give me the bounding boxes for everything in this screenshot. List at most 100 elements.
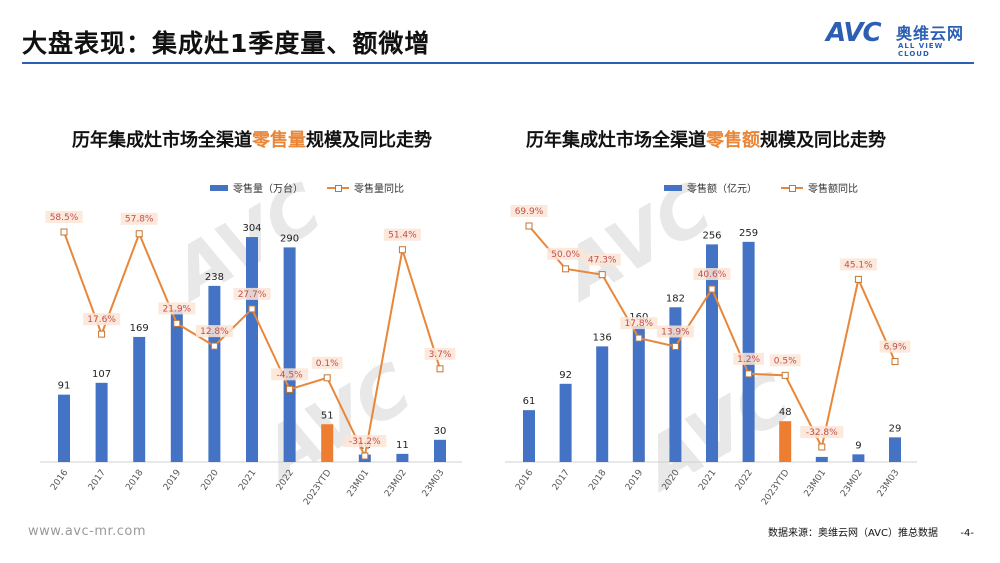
x-tick-label: 2018 — [587, 468, 608, 493]
yoy-value-label: 17.6% — [87, 315, 116, 325]
chart-title-volume: 历年集成灶市场全渠道零售量规模及同比走势 — [72, 126, 432, 152]
yoy-value-label: 57.8% — [125, 215, 154, 225]
yoy-label-bg — [195, 325, 233, 338]
x-tick-label: 2020 — [661, 468, 682, 493]
yoy-value-label: 0.1% — [316, 359, 339, 369]
yoy-value-label: 17.8% — [625, 319, 654, 329]
yoy-label-bg — [311, 356, 343, 369]
yoy-point — [781, 371, 789, 379]
bar-2021 — [706, 244, 718, 462]
yoy-value-label: -32.8% — [806, 428, 838, 438]
yoy-label-bg — [839, 258, 877, 271]
bar-2016 — [58, 394, 70, 462]
yoy-value-label: 40.6% — [698, 270, 727, 280]
yoy-label-bg — [547, 247, 585, 260]
yoy-label-bg — [424, 347, 456, 360]
legend-bar-label: 零售额（亿元） — [687, 184, 757, 195]
bar-23M02 — [852, 454, 865, 462]
bar-2023YTD — [779, 421, 792, 462]
bar-value-label: 182 — [666, 293, 685, 304]
yoy-point — [635, 334, 643, 342]
legend-line-label: 零售量同比 — [354, 184, 404, 195]
yoy-value-label: 47.3% — [588, 256, 617, 266]
chart-title-prefix: 历年集成灶市场全渠道 — [526, 130, 706, 151]
bar-2016 — [523, 410, 535, 462]
x-tick-label: 2019 — [624, 468, 645, 493]
yoy-label-bg — [343, 435, 387, 447]
yoy-point — [598, 271, 606, 279]
chart-title-prefix: 历年集成灶市场全渠道 — [72, 130, 252, 151]
yoy-point — [854, 275, 862, 283]
bar-2018 — [596, 346, 609, 462]
bar-value-label: 30 — [434, 426, 447, 437]
yoy-label-bg — [158, 302, 196, 315]
bar-value-label: 136 — [593, 332, 612, 343]
bar-23M03 — [434, 439, 446, 462]
x-tick-label: 2016 — [514, 468, 535, 493]
legend-value: 零售额（亿元） 零售额同比 — [664, 180, 858, 195]
yoy-point — [323, 374, 331, 382]
bar-value-label: 91 — [58, 381, 71, 392]
yoy-value-label: 1.2% — [737, 355, 760, 365]
avc-logo: AVC 奥维云网 ALL VIEW CLOUD — [826, 16, 976, 58]
bar-value-label: 304 — [242, 223, 261, 234]
yoy-point — [891, 358, 899, 366]
legend-bar-swatch — [210, 184, 228, 191]
yoy-label-bg — [656, 325, 694, 338]
chart-title-value: 历年集成灶市场全渠道零售额规模及同比走势 — [526, 126, 886, 152]
bar-value-label: 9 — [855, 440, 861, 451]
yoy-point — [60, 228, 68, 236]
yoy-point — [562, 265, 570, 273]
yoy-label-bg — [693, 268, 731, 281]
yoy-value-label: 50.0% — [551, 250, 580, 260]
yoy-value-label: 6.9% — [884, 343, 907, 353]
bar-23M02 — [396, 453, 409, 462]
bar-2022 — [742, 241, 755, 462]
bar-value-label: 256 — [702, 230, 721, 241]
yoy-value-label: 12.8% — [200, 327, 229, 337]
bar-value-label: 29 — [889, 423, 902, 434]
bar-value-label: 51 — [321, 410, 334, 421]
yoy-label-bg — [120, 212, 158, 225]
yoy-label-bg — [271, 368, 309, 381]
yoy-label-bg — [83, 313, 121, 326]
yoy-point — [525, 222, 533, 230]
legend-line-label: 零售额同比 — [808, 184, 858, 195]
yoy-point — [98, 330, 106, 338]
yoy-value-label: 21.9% — [163, 304, 192, 314]
yoy-point — [436, 365, 444, 373]
yoy-label-bg — [583, 253, 621, 266]
yoy-value-label: 27.7% — [238, 290, 267, 300]
x-tick-label: 2022 — [734, 468, 755, 492]
yoy-value-label: -31.2% — [349, 437, 381, 447]
yoy-value-label: 58.5% — [50, 213, 79, 223]
yoy-label-bg — [383, 228, 421, 241]
yoy-value-label: 69.9% — [515, 207, 544, 217]
bar-2019 — [170, 309, 183, 462]
yoy-label-bg — [620, 317, 658, 330]
legend-bar-swatch — [664, 184, 682, 191]
footer-url: www.avc-mr.com — [28, 524, 147, 539]
bar-value-label: 169 — [130, 323, 149, 334]
yoy-point — [708, 285, 716, 293]
yoy-value-label: 45.1% — [844, 260, 873, 270]
bar-value-label: 92 — [559, 370, 572, 381]
logo-cn-text: 奥维云网 — [896, 24, 965, 43]
header-divider — [22, 62, 974, 64]
bar-2017 — [559, 383, 572, 462]
bar-23M01 — [815, 456, 828, 462]
bar-value-label: 107 — [92, 369, 111, 380]
bar-2019 — [632, 326, 645, 462]
page-title: 大盘表现：集成灶1季度量、额微增 — [22, 29, 431, 58]
yoy-label-bg — [879, 340, 911, 353]
page-number: -4- — [960, 528, 974, 539]
legend-bar-label: 零售量（万台） — [233, 184, 303, 195]
yoy-point — [210, 342, 218, 350]
bar-value-label: 11 — [396, 440, 409, 451]
yoy-point — [745, 370, 753, 378]
x-tick-label: 23M03 — [876, 468, 902, 499]
bar-2017 — [95, 382, 108, 462]
x-tick-label: 23M01 — [802, 468, 828, 499]
bar-2018 — [133, 336, 146, 462]
